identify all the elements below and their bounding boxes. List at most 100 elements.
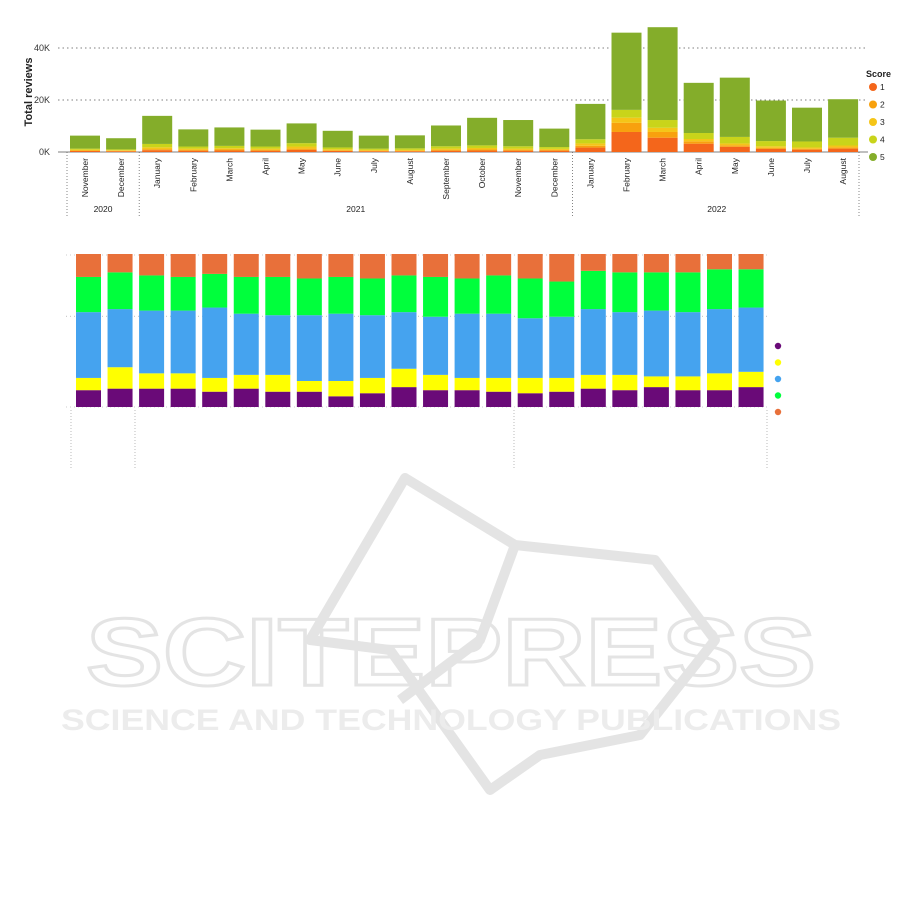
bar-segment-score-3 — [828, 145, 859, 148]
bar-segment-score-4 — [792, 141, 822, 148]
bar-segment-score-4 — [106, 149, 137, 151]
bar-segment-0 — [170, 388, 196, 407]
bar-segment-score-4 — [575, 139, 606, 144]
legend-label: 2 — [880, 100, 885, 110]
bar-segment-score-2 — [394, 150, 425, 152]
bar-segment-score-1 — [647, 137, 678, 152]
bar-segment-3 — [170, 276, 196, 311]
bar-segment-0 — [359, 393, 385, 407]
bar-segment-3 — [359, 278, 385, 316]
bar-segment-2 — [265, 315, 291, 375]
bar-segment-4 — [423, 254, 449, 277]
bar-segment-0 — [580, 388, 606, 407]
bar-segment-score-5 — [683, 82, 714, 134]
legend-marker — [774, 392, 782, 399]
x-tick-label: August — [838, 157, 848, 184]
bar-segment-score-1 — [358, 151, 389, 152]
bar-segment-4 — [612, 254, 638, 273]
bar-segment-score-1 — [431, 150, 461, 152]
legend-marker — [869, 153, 877, 161]
bar-segment-score-1 — [106, 151, 137, 152]
bar-segment-3 — [423, 276, 449, 317]
bar-segment-score-1 — [70, 150, 100, 152]
x-tick-label: May — [297, 157, 307, 174]
bar-segment-3 — [517, 278, 543, 319]
x-tick-label: December — [116, 158, 126, 197]
bar-segment-3 — [391, 275, 417, 313]
bar-segment-1 — [675, 376, 701, 391]
bar-segment-score-1 — [178, 150, 209, 152]
bar-segment-0 — [423, 390, 449, 407]
bar-segment-score-4 — [142, 143, 173, 148]
bar-segment-score-4 — [503, 146, 534, 149]
bar-segment-1 — [738, 371, 764, 388]
bar-segment-0 — [612, 390, 638, 407]
legend — [774, 342, 782, 416]
bar-segment-score-1 — [575, 147, 606, 152]
bar-segment-2 — [202, 307, 228, 378]
bar-segment-4 — [675, 254, 701, 273]
bar-segment-score-2 — [828, 147, 859, 149]
bar-segment-4 — [76, 254, 101, 277]
bar-segment-2 — [549, 316, 575, 378]
bar-segment-score-5 — [792, 107, 822, 142]
year-label: 2022 — [707, 204, 726, 214]
bar-segment-1 — [296, 380, 322, 392]
bar-segment-score-5 — [719, 77, 750, 137]
year-dividers — [70, 410, 768, 468]
x-tick-label: November — [513, 158, 523, 197]
legend-marker — [869, 100, 877, 109]
bar-segment-score-1 — [611, 131, 642, 152]
bar-segment-1 — [76, 377, 101, 391]
bar-segment-3 — [454, 278, 480, 314]
x-tick-label: September — [441, 158, 451, 200]
bar-segment-4 — [454, 254, 480, 279]
x-tick-label: August — [405, 157, 415, 184]
bar-segment-4 — [580, 254, 606, 271]
bar-segment-4 — [549, 254, 575, 282]
bar-segment-2 — [391, 312, 417, 369]
bar-segment-score-4 — [828, 137, 859, 146]
bar-segment-0 — [549, 391, 575, 407]
bar-segment-0 — [139, 388, 165, 407]
bar-segment-2 — [76, 312, 101, 378]
bar-segment-score-4 — [70, 148, 100, 150]
bar-segment-1 — [423, 374, 449, 391]
bar-segment-score-2 — [611, 122, 642, 132]
bar-segment-2 — [328, 313, 354, 381]
bar-segment-score-1 — [755, 148, 786, 152]
bar-segment-4 — [517, 254, 543, 279]
watermark-title: SCITEPRESS — [86, 599, 816, 706]
bar-segment-4 — [328, 254, 354, 277]
bar-segment-1 — [139, 373, 165, 389]
bar-segment-score-2 — [539, 149, 570, 151]
bar-segment-score-2 — [214, 149, 245, 151]
bar-segment-4 — [296, 254, 322, 279]
bar-segment-score-3 — [575, 143, 606, 146]
bar-segment-score-5 — [575, 103, 606, 140]
bar-segment-score-1 — [394, 151, 425, 152]
bar-segment-0 — [391, 387, 417, 407]
bar-segment-3 — [707, 269, 732, 310]
bar-segment-4 — [391, 254, 417, 276]
bar-segment-1 — [486, 377, 512, 392]
bar-segment-1 — [643, 376, 669, 388]
bar-segment-score-5 — [142, 115, 173, 144]
bar-segment-score-1 — [467, 150, 498, 152]
bar-segment-0 — [265, 391, 291, 407]
bar-segment-score-4 — [683, 133, 714, 139]
legend-marker — [869, 118, 877, 126]
stacked-bars — [70, 27, 859, 152]
stacked-percent-bars — [76, 254, 764, 407]
bar-segment-score-5 — [70, 135, 100, 149]
bar-segment-score-2 — [467, 149, 498, 151]
bar-segment-score-2 — [286, 148, 317, 150]
x-tick-label: January — [585, 157, 595, 188]
year-label: 2020 — [94, 204, 113, 214]
bar-segment-3 — [233, 276, 259, 314]
bar-segment-score-2 — [431, 149, 461, 151]
bar-segment-4 — [738, 254, 764, 270]
bar-segment-score-2 — [503, 149, 534, 151]
legend-label: 5 — [880, 152, 885, 162]
